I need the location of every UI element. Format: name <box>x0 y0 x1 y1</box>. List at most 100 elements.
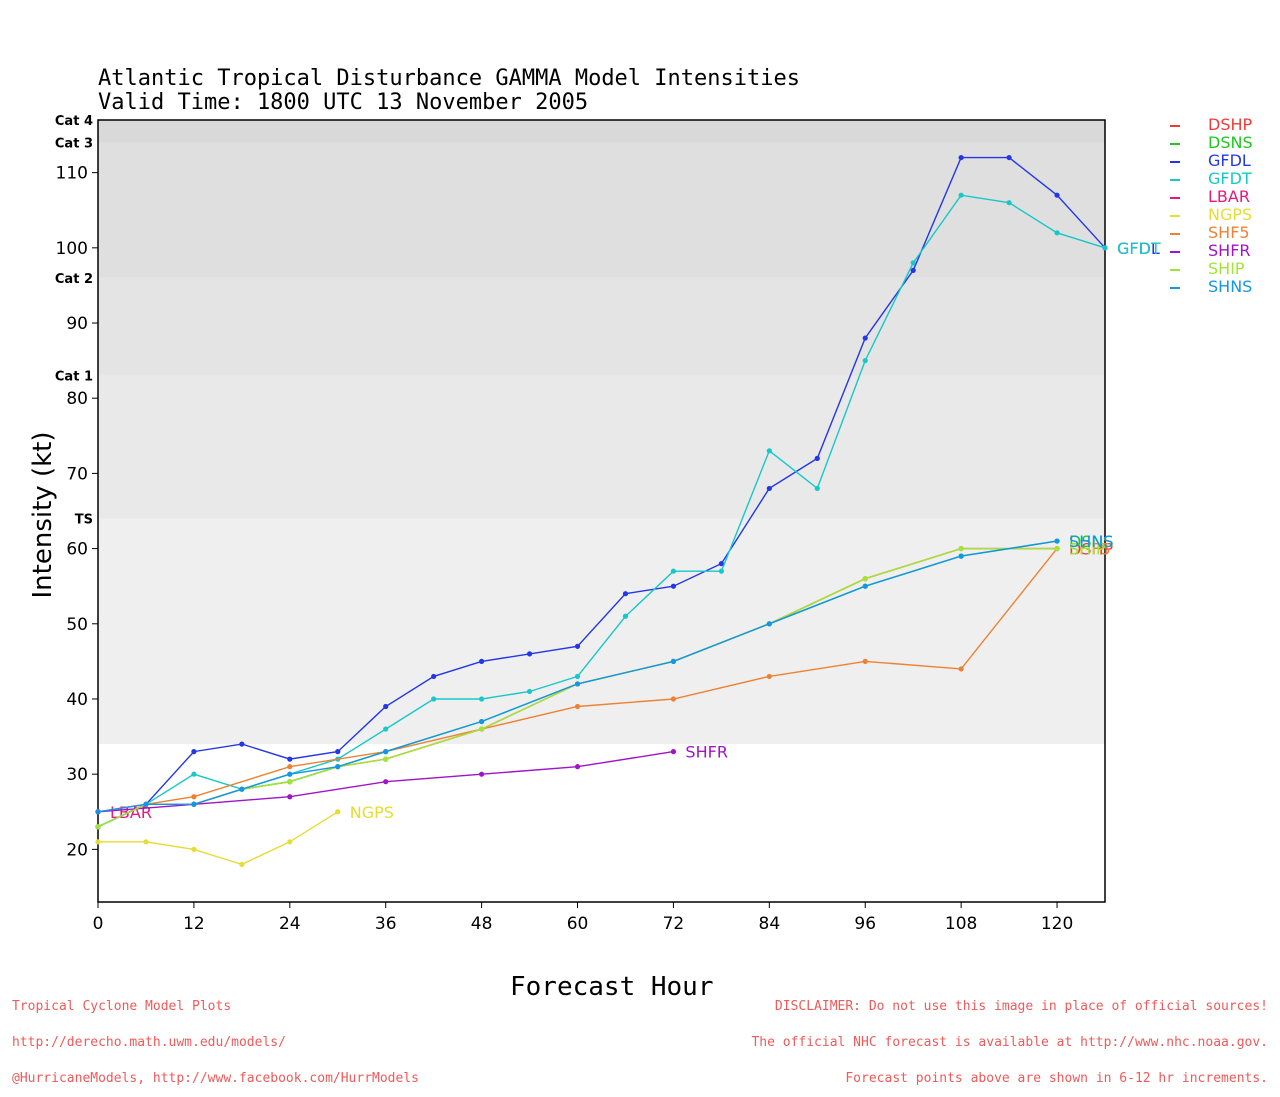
data-point-ship <box>383 756 389 762</box>
footer-credit-line: Tropical Cyclone Model Plots <box>12 999 232 1014</box>
data-point-ngps <box>239 861 245 868</box>
data-point-shns <box>766 621 772 627</box>
intensity-chart: TS Cat 1 Cat 2 Cat 3 Cat 4 20 30 40 50 60 70 80 90 10… <box>55 114 1161 934</box>
legend-label: SHIP <box>1208 259 1245 278</box>
x-tick-label: 108 <box>945 914 977 934</box>
data-point-gfdt <box>814 485 820 492</box>
data-point-ship <box>287 779 293 785</box>
data-point-gfdl <box>431 673 437 680</box>
footer-credit-line: http://derecho.math.uwm.edu/models/ <box>12 1035 286 1050</box>
data-point-gfdl <box>670 583 677 589</box>
footer-disclaimer-line: Forecast points above are shown in 6-12 … <box>845 1071 1268 1086</box>
series-end-label: GFDL <box>1117 239 1160 258</box>
data-point-gfdt <box>1102 245 1108 251</box>
y-tick-label: 20 <box>66 840 88 860</box>
category-band <box>98 142 1105 278</box>
legend-label: LBAR <box>1208 187 1250 206</box>
footer-credit-line: @HurricaneModels, http://www.facebook.co… <box>12 1071 419 1086</box>
data-point-shfr <box>670 749 677 755</box>
category-band <box>98 375 1105 519</box>
legend-label: SHNS <box>1208 277 1253 296</box>
data-point-shf5 <box>958 666 964 672</box>
legend-item: SHF5 <box>1170 224 1253 242</box>
data-point-ship <box>862 576 868 582</box>
legend-label: SHFR <box>1208 241 1251 260</box>
data-point-gfdl <box>622 591 629 597</box>
legend-swatch <box>1170 286 1180 289</box>
data-point-gfdl <box>574 643 581 649</box>
data-point-gfdt <box>670 568 677 574</box>
footer-disclaimer-line: The official NHC forecast is available a… <box>751 1035 1268 1050</box>
data-point-gfdt <box>574 673 581 680</box>
legend-item: LBAR <box>1170 188 1253 206</box>
x-tick-label: 12 <box>183 914 205 934</box>
data-point-gfdt <box>1054 230 1060 236</box>
legend-item: NGPS <box>1170 206 1253 224</box>
x-tick-label: 0 <box>93 914 104 934</box>
y-tick-label: 30 <box>66 765 88 785</box>
y-axis-label: Intensity (kt) <box>28 431 58 599</box>
legend-item: SHIP <box>1170 260 1253 278</box>
series-end-label: SHF5 <box>1069 540 1111 559</box>
footer-disclaimer-line: DISCLAIMER: Do not use this image in pla… <box>774 999 1268 1014</box>
data-point-ngps <box>143 839 149 845</box>
data-point-shf5 <box>287 764 293 770</box>
data-point-ship <box>1054 545 1060 552</box>
series-line-shf5 <box>97 548 1058 813</box>
y-tick-label: 100 <box>56 239 88 259</box>
legend-swatch <box>1170 250 1180 253</box>
legend-label: GFDL <box>1208 151 1251 170</box>
data-point-shns <box>335 764 341 770</box>
data-point-gfdl <box>287 756 293 762</box>
x-tick-label: 96 <box>854 914 876 934</box>
category-band <box>98 518 1105 745</box>
data-point-gfdl <box>383 703 389 710</box>
legend-swatch <box>1170 268 1180 271</box>
data-point-gfdl <box>479 658 485 664</box>
data-point-shns <box>862 583 868 589</box>
data-point-gfdt <box>191 771 197 777</box>
data-point-gfdt <box>718 568 724 574</box>
data-point-ship <box>95 824 101 830</box>
data-point-gfdt <box>622 613 629 619</box>
legend-label: NGPS <box>1208 205 1253 224</box>
data-point-shfr <box>574 764 581 770</box>
data-point-shns <box>95 809 101 815</box>
data-point-shns <box>239 786 245 792</box>
y-tick-label: 110 <box>56 164 88 184</box>
data-point-gfdl <box>191 749 197 755</box>
legend-item: GFDL <box>1170 152 1253 170</box>
data-point-shns <box>287 771 293 777</box>
series-end-label: DSHP <box>1069 540 1114 559</box>
plot-frame <box>97 119 1106 903</box>
legend: DSHP DSNS GFDL GFDT LBAR NGPS SHF5 SHFR SHIP SHNS <box>1170 116 1253 296</box>
data-point-ngps <box>95 839 101 845</box>
x-axis-label: Forecast Hour <box>510 972 714 1002</box>
x-tick-label: 120 <box>1041 914 1073 934</box>
category-label: Cat 4 <box>55 114 93 129</box>
data-point-gfdt <box>910 260 916 266</box>
data-point-shns <box>1054 538 1060 544</box>
data-point-gfdt <box>431 696 437 702</box>
data-point-shns <box>670 658 677 664</box>
series-end-label: SHFR <box>685 743 728 762</box>
data-point-shf5 <box>574 703 581 710</box>
series-line-shns <box>97 540 1058 813</box>
category-label: Cat 2 <box>55 272 93 287</box>
data-point-gfdt <box>1006 200 1012 206</box>
x-tick-label: 84 <box>759 914 781 934</box>
legend-item: SHFR <box>1170 242 1253 260</box>
legend-swatch <box>1170 214 1180 217</box>
data-point-ship <box>958 545 964 552</box>
data-point-gfdt <box>766 448 772 454</box>
data-point-gfdl <box>766 485 772 492</box>
x-tick-label: 60 <box>567 914 589 934</box>
data-point-shf5 <box>862 658 868 664</box>
series-line-gfdl <box>97 156 1106 828</box>
legend-label: SHF5 <box>1208 223 1250 242</box>
chart-subtitle: Valid Time: 1800 UTC 13 November 2005 <box>98 90 589 115</box>
legend-label: DSHP <box>1208 115 1253 134</box>
data-point-shns <box>479 718 485 725</box>
y-tick-label: 90 <box>66 314 88 334</box>
chart-title: Atlantic Tropical Disturbance GAMMA Mode… <box>98 66 800 91</box>
